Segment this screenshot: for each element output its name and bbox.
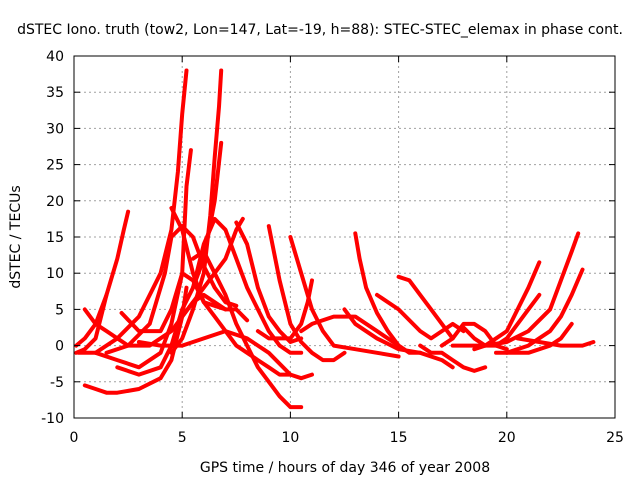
x-axis-label: GPS time / hours of day 346 of year 2008 xyxy=(200,460,490,476)
x-tick-label: 0 xyxy=(70,430,79,446)
x-tick-label: 5 xyxy=(178,430,187,446)
series-line-s1 xyxy=(74,209,131,348)
y-tick-label: 15 xyxy=(46,230,64,246)
series-line-s16 xyxy=(234,220,304,344)
series-line-s21 xyxy=(342,307,455,370)
grid xyxy=(74,56,615,418)
series-line-s25 xyxy=(418,343,488,373)
series-line-s17 xyxy=(266,224,347,363)
series-line-s19 xyxy=(255,278,314,341)
x-axis: 0 5 10 15 20 25 xyxy=(70,56,624,446)
y-tick-label: 30 xyxy=(46,121,64,137)
series-line-s15 xyxy=(191,216,304,355)
x-tick-label: 20 xyxy=(498,430,516,446)
x-tick-label: 10 xyxy=(281,430,299,446)
series-line-s32 xyxy=(515,336,596,348)
y-tick-label: 10 xyxy=(46,266,64,282)
x-tick-label: 15 xyxy=(390,430,408,446)
y-tick-label: 35 xyxy=(46,85,64,101)
series-line-s18 xyxy=(288,235,401,359)
series-line-s7 xyxy=(169,68,224,355)
y-tick-label: -5 xyxy=(50,375,64,391)
series-group xyxy=(74,68,596,410)
series-line-s4 xyxy=(93,68,189,355)
series-line-s20 xyxy=(299,314,401,348)
series-line-s3 xyxy=(82,285,189,395)
series-line-s14 xyxy=(191,249,304,410)
y-tick-label: 25 xyxy=(46,158,64,174)
series-line-s5 xyxy=(76,148,193,370)
series-line-s12 xyxy=(169,206,293,377)
y-axis: -10 -5 0 5 10 15 20 25 30 35 40 xyxy=(41,49,615,427)
chart-title: dSTEC Iono. truth (tow2, Lon=147, Lat=-1… xyxy=(17,22,623,38)
x-tick-label: 25 xyxy=(606,430,624,446)
series-line-s24 xyxy=(396,274,455,341)
series-line-s29 xyxy=(450,231,581,348)
series-line-s22 xyxy=(353,231,423,355)
y-tick-label: -10 xyxy=(41,411,64,427)
y-tick-label: 20 xyxy=(46,194,64,210)
series-line-s13 xyxy=(136,329,314,381)
y-axis-label: dSTEC / TECUs xyxy=(8,185,24,288)
y-tick-label: 5 xyxy=(55,302,64,318)
series-line-s27 xyxy=(461,292,542,348)
y-tick-label: 40 xyxy=(46,49,64,65)
series-line-s23 xyxy=(375,292,466,341)
y-tick-label: 0 xyxy=(55,339,64,355)
